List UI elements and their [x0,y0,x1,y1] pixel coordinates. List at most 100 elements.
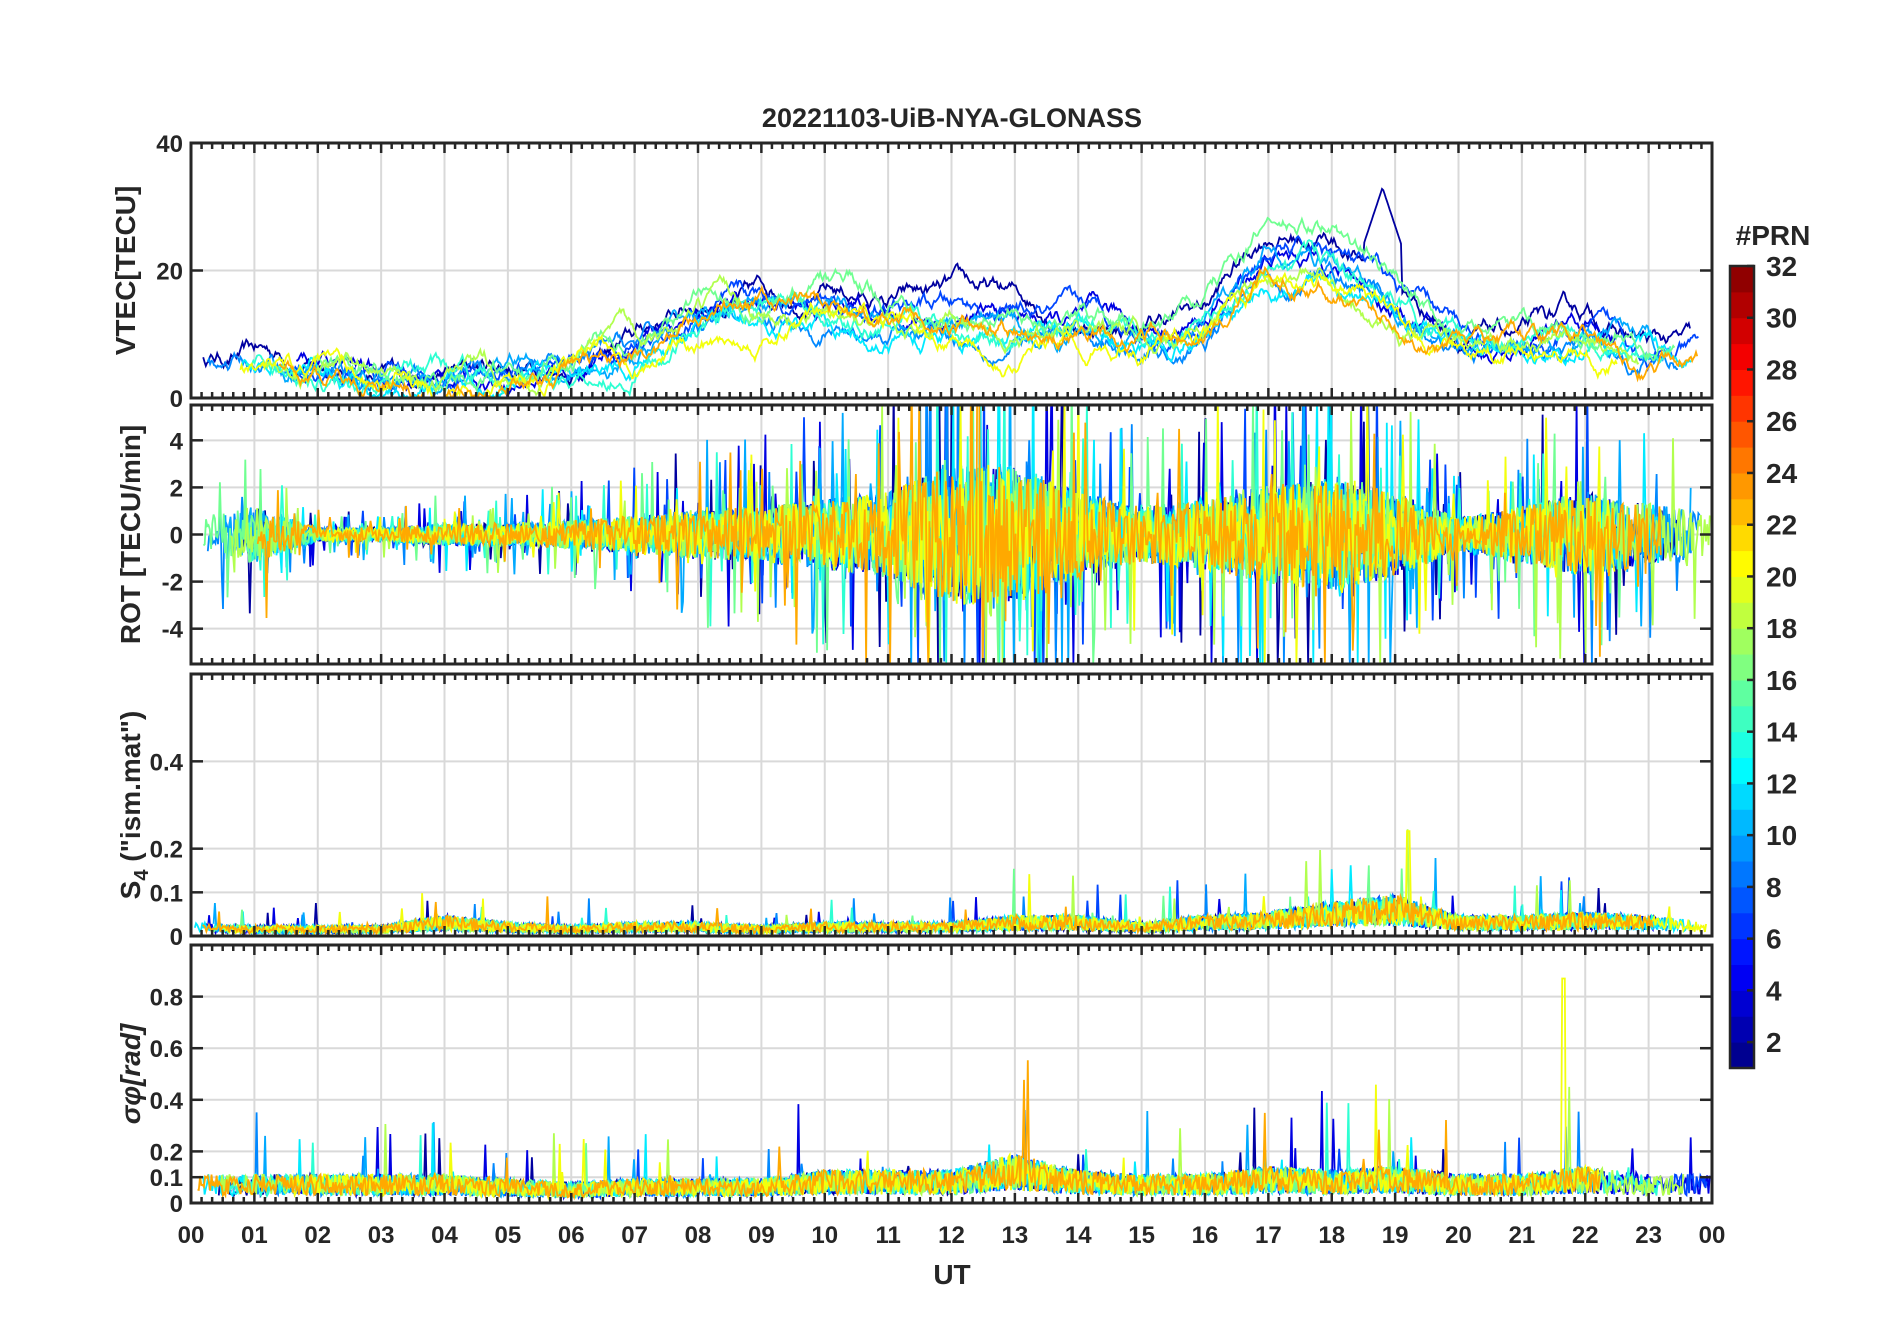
y-tick-label: -2 [162,570,183,597]
colorbar-tick-label: 26 [1766,406,1797,437]
y-tick-label: 0.1 [150,880,183,907]
x-axis-label: UT [933,1259,970,1290]
y-tick-label: 0.4 [150,749,184,776]
x-tick-label: 08 [685,1222,712,1249]
colorbar-segment [1730,628,1754,655]
series-prn-23 [197,1060,1601,1201]
colorbar-segment [1730,343,1754,370]
colorbar-segment [1730,654,1754,681]
y-tick-label: 40 [156,131,183,158]
panel-s4: 0 0.1 0.2 0.4S4 ("ism.mat") [115,672,1714,951]
colorbar-segment [1730,291,1754,319]
colorbar-segment [1730,550,1754,577]
x-tick-label: 13 [1002,1222,1029,1249]
y-tick-label: 0.2 [150,1139,183,1166]
colorbar-tick-label: 24 [1766,458,1798,489]
colorbar-segment [1730,990,1754,1017]
y-axis-label: σφ[rad] [115,1022,146,1124]
x-tick-label: 15 [1128,1222,1155,1249]
series-prn-18 [260,266,1640,397]
y-axis-label: S4 ("ism.mat") [115,711,153,900]
y-tick-label: 0.1 [150,1165,183,1192]
colorbar-tick-label: 4 [1766,975,1782,1006]
x-tick-label: 00 [1699,1222,1726,1249]
y-tick-label: 2 [170,475,183,502]
colorbar-segment [1730,783,1754,810]
colorbar-tick-label: 18 [1766,613,1797,644]
series-group [193,829,1707,936]
colorbar-segment [1730,576,1754,603]
y-tick-label: 0 [170,924,183,951]
colorbar-segment [1730,757,1754,784]
y-tick-label: 0 [170,1191,183,1218]
colorbar-tick-label: 32 [1766,251,1797,282]
colorbar-segment [1730,447,1754,474]
y-tick-label: 4 [170,428,184,455]
colorbar-segment [1730,472,1754,500]
colorbar-segment [1730,705,1754,733]
y-axis-label: VTEC[TECU] [110,186,141,356]
x-tick-label: 14 [1065,1222,1092,1249]
panel-rot: -4 -2 0 2 4 ROT [TECU/min] [115,403,1714,666]
x-tick-label: 22 [1572,1222,1599,1249]
series-prn-23 [256,405,1662,664]
series-prn-23 [278,265,1699,398]
series-prn-2 [202,187,1691,393]
y-tick-label: 0.6 [150,1036,183,1063]
x-tick-label: 17 [1255,1222,1282,1249]
colorbar-segment [1730,524,1754,552]
colorbar-tick-label: 8 [1766,872,1782,903]
x-tick-label: 23 [1635,1222,1662,1249]
y-tick-label: 0 [170,523,183,550]
y-tick-label: 20 [156,259,183,286]
chart-title: 20221103-UiB-NYA-GLONASS [762,103,1142,133]
y-tick-label: 0.2 [150,837,183,864]
colorbar-segment [1730,395,1754,422]
colorbar-segment [1730,317,1754,345]
colorbar-segment [1730,912,1754,940]
series-group [202,187,1699,398]
x-tick-label: 07 [621,1222,648,1249]
x-tick-label: 01 [241,1222,268,1249]
x-tick-label: 02 [304,1222,331,1249]
colorbar-segment [1730,809,1754,836]
panel-sigma: 00.10.2 0.4 0.6 0.8σφ[rad] [115,943,1714,1218]
series-prn-16 [313,216,1676,395]
series-prn-20 [290,977,1600,1201]
y-tick-label: 0.8 [150,985,183,1012]
colorbar-tick-label: 20 [1766,561,1797,592]
colorbar-segment [1730,731,1754,759]
x-tick-label: 11 [875,1222,900,1249]
x-tick-label: 04 [431,1222,458,1249]
panel-vtec: 0 20 40 VTEC[TECU] [110,131,1714,413]
y-tick-label: 0 [170,386,183,413]
x-tick-label: 19 [1382,1222,1409,1249]
x-tick-label: 12 [938,1222,965,1249]
x-tick-label: 00 [178,1222,205,1249]
y-tick-label: -4 [162,617,184,644]
colorbar-frame [1728,264,1756,1070]
series-prn-7 [278,235,1699,394]
colorbar-label: #PRN [1736,220,1811,251]
colorbar-tick-label: 30 [1766,303,1797,334]
x-tick-label: 06 [558,1222,585,1249]
colorbar-tick-label: 16 [1766,665,1797,696]
x-tick-label: 21 [1509,1222,1536,1249]
x-tick-label: 10 [811,1222,838,1249]
colorbar-segment [1730,679,1754,707]
colorbar-segment [1730,498,1754,526]
colorbar-segment [1730,421,1754,448]
x-tick-label: 05 [495,1222,522,1249]
colorbar-segment [1730,1042,1754,1069]
x-tick-label: 16 [1192,1222,1219,1249]
y-tick-label: 0.4 [150,1088,184,1115]
series-group [202,405,1711,664]
colorbar-segment [1730,938,1754,966]
x-tick-label: 03 [368,1222,395,1249]
x-tick-label: 20 [1445,1222,1472,1249]
colorbar-segment [1730,266,1754,293]
series-group [197,977,1711,1201]
colorbar-segment [1730,964,1754,991]
colorbar-tick-label: 22 [1766,510,1797,541]
